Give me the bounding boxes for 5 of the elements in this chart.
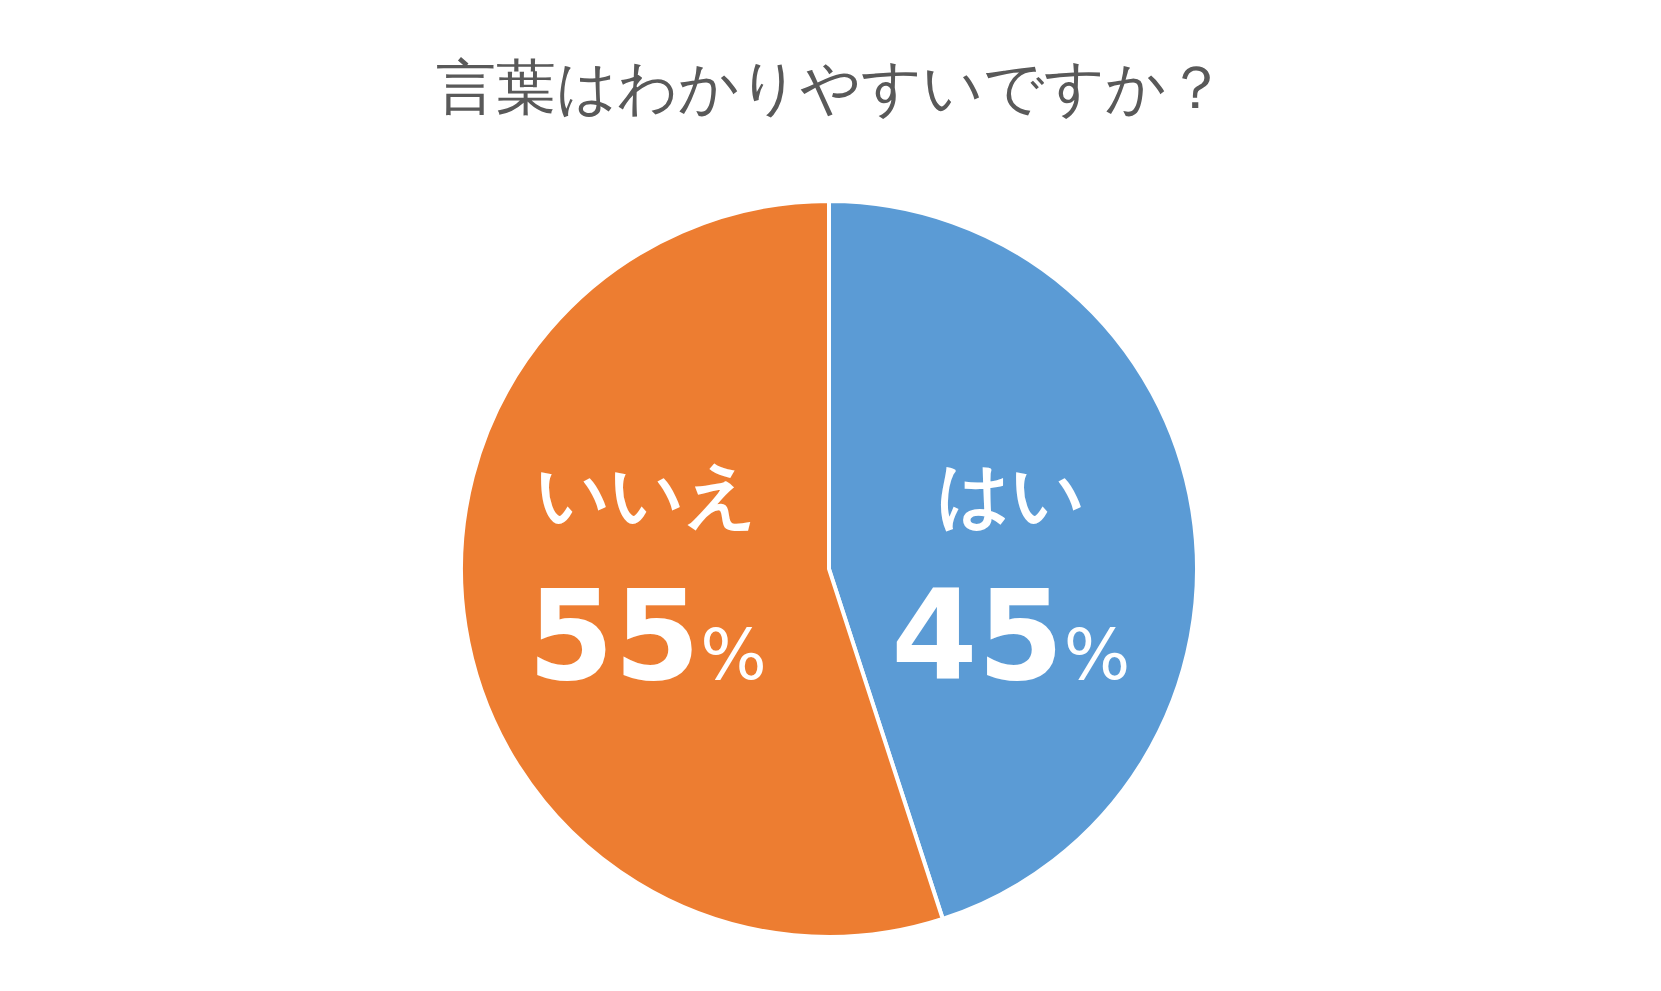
slice-label: はい — [936, 452, 1085, 536]
data-label: 45% — [891, 564, 1131, 708]
slice-label: いいえ — [536, 452, 759, 536]
data-label: 55% — [527, 564, 767, 708]
chart-title: 言葉はわかりやすいですか？ — [435, 52, 1226, 122]
